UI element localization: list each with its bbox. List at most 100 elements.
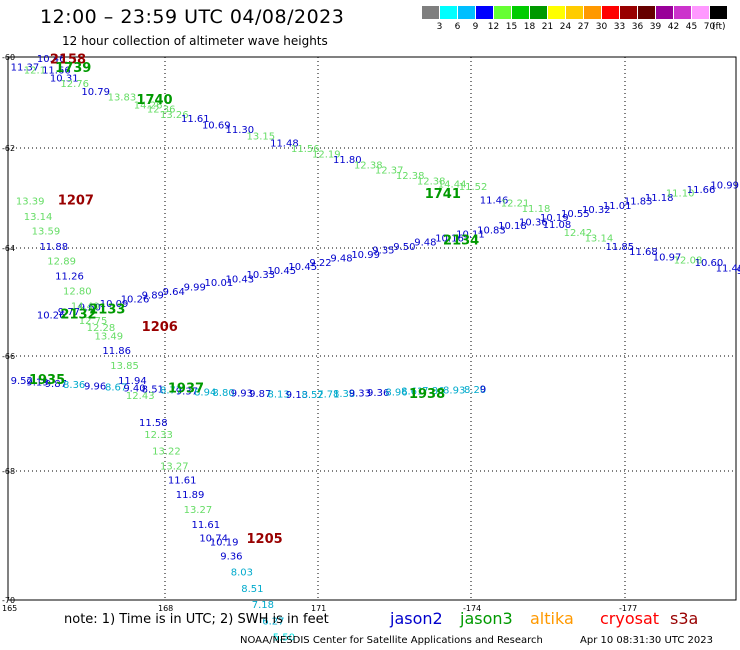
wave-height-label: 12.38 bbox=[417, 177, 446, 188]
wave-height-label: 8.96 bbox=[385, 387, 407, 398]
color-swatch bbox=[674, 6, 691, 19]
color-swatch bbox=[512, 6, 529, 19]
wave-height-label: 10.69 bbox=[202, 121, 231, 132]
wave-height-label: 12.28 bbox=[87, 323, 116, 334]
color-swatch bbox=[440, 6, 457, 19]
latitude-label: -60 bbox=[2, 53, 15, 62]
wave-height-label: 11.46 bbox=[480, 196, 509, 207]
wave-height-label: 9.13 bbox=[286, 390, 308, 401]
legend-entry-s3a: s3a bbox=[670, 609, 699, 628]
color-swatch-label: 18 bbox=[523, 22, 536, 32]
wave-height-label: 10.26 bbox=[37, 311, 66, 322]
wave-height-label: 13.27 bbox=[160, 462, 189, 473]
wave-height-label: 14.26 bbox=[134, 101, 163, 112]
wave-height-label: 11.26 bbox=[55, 272, 84, 283]
wave-height-label: 9.87 bbox=[45, 379, 67, 390]
wave-height-label: 10.97 bbox=[653, 253, 682, 264]
wave-height-label: 10.19 bbox=[540, 213, 569, 224]
wave-height-label: 12.38 bbox=[396, 171, 425, 182]
wave-height-label: 11.61 bbox=[181, 114, 210, 125]
wave-height-label: 12.19 bbox=[312, 149, 341, 160]
latitude-label: -66 bbox=[2, 352, 15, 361]
wave-height-label: 9.22 bbox=[309, 258, 331, 269]
wave-height-label: 13.27 bbox=[184, 505, 213, 516]
map-frame bbox=[7, 56, 737, 601]
wave-height-label: 11.66 bbox=[687, 185, 716, 196]
wave-height-label: 10.16 bbox=[435, 234, 464, 245]
wave-height-label: 9.60 bbox=[79, 303, 101, 314]
wave-height-label: 12.42 bbox=[564, 228, 593, 239]
wave-height-label: 11.83 bbox=[624, 197, 653, 208]
pass-time-label: 2133 bbox=[89, 302, 125, 317]
color-swatch-label: 42 bbox=[667, 22, 680, 32]
color-swatch-label: 36 bbox=[631, 22, 644, 32]
wave-height-label: 11.86 bbox=[102, 346, 131, 357]
wave-height-label: 11.37 bbox=[11, 63, 40, 74]
wave-height-label: 11.10 bbox=[666, 189, 695, 200]
wave-height-label: 11.01 bbox=[603, 201, 632, 212]
wave-height-label: 11.30 bbox=[226, 125, 255, 136]
wave-height-label: 9.52 bbox=[11, 376, 33, 387]
wave-height-label: 10.43 bbox=[226, 274, 255, 285]
wave-height-label: 8.52 bbox=[302, 390, 324, 401]
longitude-label: -177 bbox=[619, 604, 637, 613]
wave-height-label: 8.03 bbox=[231, 568, 253, 579]
wave-height-label: 9.36 bbox=[220, 551, 242, 562]
wave-height-label: 12.21 bbox=[501, 198, 530, 209]
pass-time-label: 1205 bbox=[246, 532, 282, 547]
wave-height-label: 8.94 bbox=[194, 387, 216, 398]
wave-height-label: 12.36 bbox=[147, 104, 176, 115]
wave-height-label: 10.83 bbox=[477, 225, 506, 236]
wave-height-label: 8.51 bbox=[142, 385, 164, 396]
color-swatch-label: 9 bbox=[472, 22, 479, 32]
color-swatch bbox=[638, 6, 655, 19]
wave-height-label: 6.27 bbox=[262, 616, 284, 627]
wave-height-label: 11.56 bbox=[291, 144, 320, 155]
color-swatch bbox=[656, 6, 673, 19]
wave-height-label: 8.20 bbox=[464, 385, 486, 396]
wave-height-label: 14.44 bbox=[438, 179, 467, 190]
wave-height-label: 12.33 bbox=[144, 430, 173, 441]
color-swatch-label: 6 bbox=[454, 22, 461, 32]
wave-height-label: 9.77 bbox=[58, 307, 80, 318]
wave-height-label: 8.77 bbox=[160, 386, 182, 397]
color-swatch bbox=[458, 6, 475, 19]
wave-height-label: 9.37 bbox=[176, 387, 198, 398]
longitude-label: 165 bbox=[2, 604, 17, 613]
wave-height-label: 10.55 bbox=[561, 209, 590, 220]
wave-height-label: 10.99 bbox=[351, 250, 380, 261]
wave-height-label: 10.60 bbox=[695, 258, 724, 269]
wave-height-label: 12.80 bbox=[63, 286, 92, 297]
wave-height-label: 8.51 bbox=[241, 584, 263, 595]
wave-height-label: 11.80 bbox=[333, 155, 362, 166]
wave-height-label: 11.48 bbox=[270, 139, 299, 150]
wave-height-label: 10.99 bbox=[710, 180, 739, 191]
wave-height-label: 9.35 bbox=[372, 246, 394, 257]
wave-height-label: 13.59 bbox=[32, 227, 61, 238]
wave-height-label: 13.85 bbox=[110, 361, 139, 372]
wave-height-label: 13.14 bbox=[24, 212, 53, 223]
generation-timestamp: Apr 10 08:31:30 UTC 2023 bbox=[580, 635, 713, 646]
wave-height-label: 10.11 bbox=[456, 229, 485, 240]
wave-height-label: 8.38 bbox=[333, 389, 355, 400]
color-swatch-label: 70 bbox=[703, 22, 716, 32]
color-swatch bbox=[602, 6, 619, 19]
color-swatch bbox=[710, 6, 727, 19]
wave-height-label: 9.96 bbox=[84, 381, 106, 392]
pass-time-label: 1740 bbox=[136, 93, 172, 108]
color-swatch-label: 30 bbox=[595, 22, 608, 32]
wave-height-label: 12.1 bbox=[24, 65, 46, 76]
wave-height-label: 10.46 bbox=[37, 54, 66, 65]
wave-height-label: 11.89 bbox=[176, 490, 205, 501]
wave-height-label: 9.40 bbox=[123, 383, 145, 394]
wave-height-label: 10.33 bbox=[246, 270, 275, 281]
wave-height-label: 14.40 bbox=[71, 301, 100, 312]
legend-entry-jason3: jason3 bbox=[460, 609, 513, 628]
wave-height-label: 7.71 bbox=[317, 389, 339, 400]
pass-time-label: 1739 bbox=[55, 61, 91, 76]
wave-height-label: 9.33 bbox=[349, 388, 371, 399]
color-scale-unit: (ft) bbox=[712, 22, 726, 32]
wave-height-label: 12.37 bbox=[375, 166, 404, 177]
latitude-label: -64 bbox=[2, 244, 15, 253]
